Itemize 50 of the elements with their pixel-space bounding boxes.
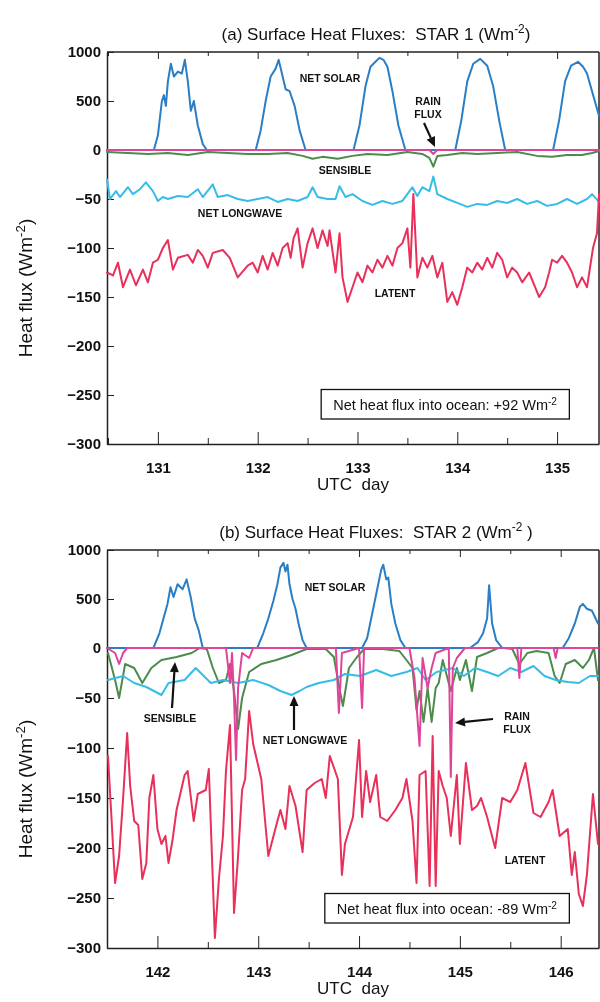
y-tick-label: 0 <box>92 639 101 657</box>
annotation: NET LONGWAVE <box>262 733 348 746</box>
y-tick-label: −300 <box>67 435 101 453</box>
line-series <box>106 175 600 208</box>
line-series <box>106 561 599 649</box>
annotation: SENSIBLE <box>318 163 372 176</box>
x-tick-label: 146 <box>548 962 574 980</box>
x-tick-label: 144 <box>347 962 373 980</box>
y-tick-label: −200 <box>67 337 101 355</box>
y-tick-label: −150 <box>67 288 101 306</box>
x-tick-label: 143 <box>246 962 272 980</box>
line-series <box>107 710 599 939</box>
x-tick-label: 134 <box>445 458 471 476</box>
chart-title: (b) Surface Heat Fluxes: STAR 2 (Wm$^{-2}$ ) <box>219 520 533 542</box>
x-axis-title: UTC day <box>317 475 390 494</box>
chart-title: (a) Surface Heat Fluxes: STAR 1 (Wm$^{-2}$) <box>221 22 531 44</box>
x-tick-label: 142 <box>145 962 171 980</box>
line-series <box>106 647 599 778</box>
x-tick-label: 145 <box>447 962 473 980</box>
annotation: RAIN FLUX <box>414 94 442 120</box>
annotation: RAIN FLUX <box>503 709 531 735</box>
annotation: LATENT <box>504 853 546 866</box>
y-tick-label: −250 <box>67 386 101 404</box>
y-tick-label: 1000 <box>67 541 101 559</box>
y-tick-label: 500 <box>75 590 101 608</box>
x-tick-label: 131 <box>145 458 171 476</box>
y-tick-label: −50 <box>75 190 101 208</box>
y-tick-label: −50 <box>75 689 101 707</box>
annotation: Net heat flux into ocean: -89 Wm$^{-2}$ <box>336 899 558 917</box>
annotation: SENSIBLE <box>143 711 197 724</box>
x-tick-label: 132 <box>245 458 271 476</box>
line-series <box>106 149 600 168</box>
annotation: NET SOLAR <box>304 580 366 593</box>
y-tick-label: −300 <box>67 939 101 957</box>
annotation: NET LONGWAVE <box>197 206 283 219</box>
y-tick-label: −100 <box>67 739 101 757</box>
x-tick-label: 133 <box>345 458 371 476</box>
line-series <box>106 193 600 306</box>
y-tick-label: −250 <box>67 889 101 907</box>
y-tick-label: −150 <box>67 789 101 807</box>
annotation: LATENT <box>374 286 416 299</box>
y-tick-label: 1000 <box>67 43 101 61</box>
y-tick-label: 0 <box>92 141 101 159</box>
annotation: NET SOLAR <box>299 71 361 84</box>
y-tick-label: −200 <box>67 839 101 857</box>
y-tick-label: −100 <box>67 239 101 257</box>
annotation: Net heat flux into ocean: +92 Wm$^{-2}$ <box>333 395 558 413</box>
x-tick-label: 135 <box>545 458 571 476</box>
y-tick-label: 500 <box>75 92 101 110</box>
x-axis-title: UTC day <box>317 979 390 998</box>
